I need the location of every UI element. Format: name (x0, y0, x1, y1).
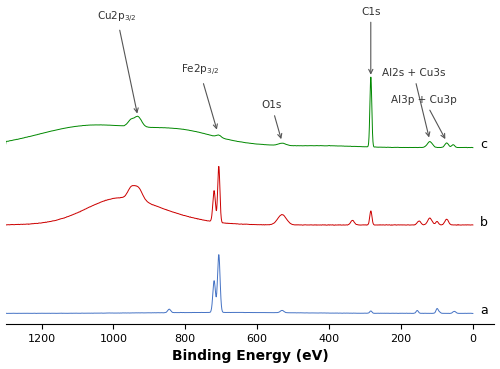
Text: Al3p + Cu3p: Al3p + Cu3p (392, 95, 457, 138)
Text: Cu2p$_{3/2}$: Cu2p$_{3/2}$ (97, 10, 138, 113)
Text: c: c (480, 138, 487, 151)
Text: b: b (480, 216, 488, 229)
Text: a: a (480, 304, 488, 317)
Text: Al2s + Cu3s: Al2s + Cu3s (382, 68, 446, 136)
Text: C1s: C1s (361, 7, 380, 73)
Text: O1s: O1s (262, 100, 282, 138)
X-axis label: Binding Energy (eV): Binding Energy (eV) (172, 349, 328, 363)
Text: Fe2p$_{3/2}$: Fe2p$_{3/2}$ (180, 63, 219, 128)
